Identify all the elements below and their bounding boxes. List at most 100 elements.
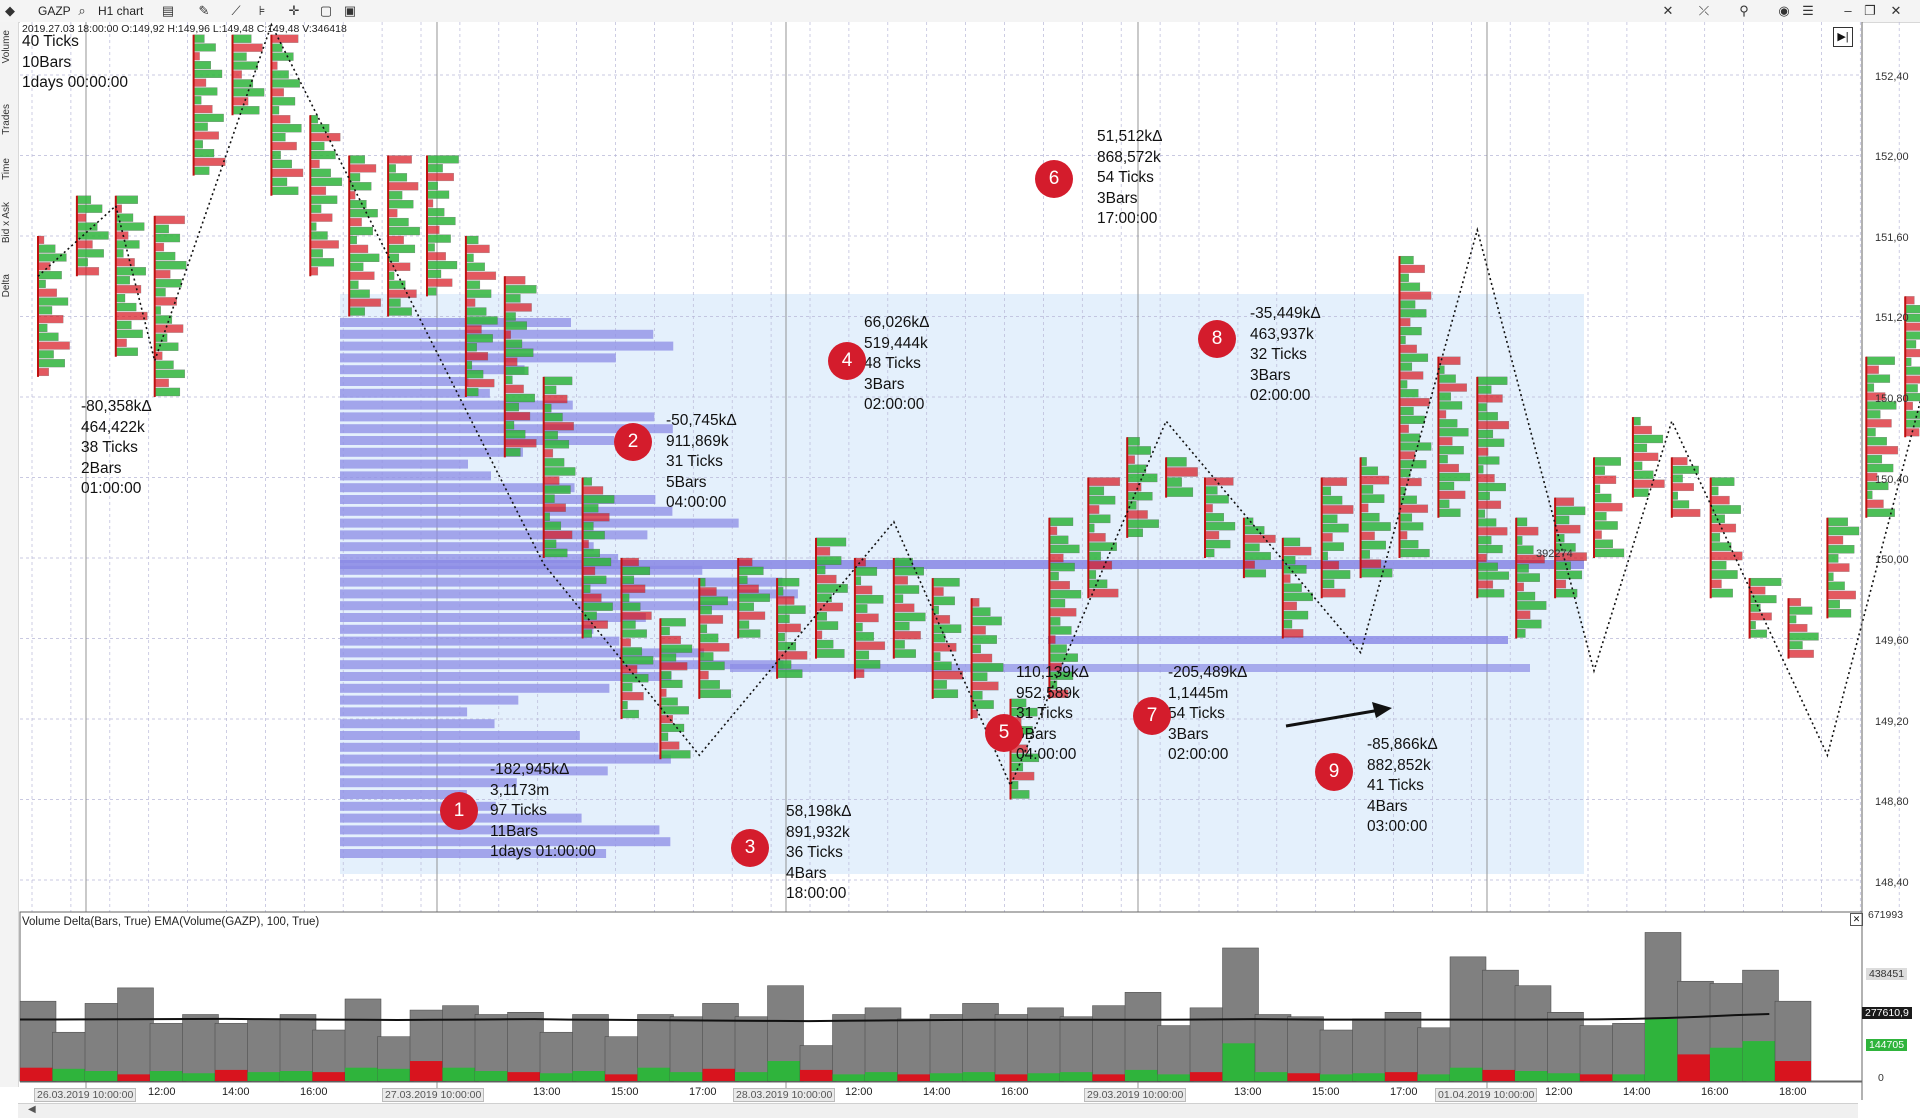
volume-bar [604, 1036, 642, 1082]
footprint-cell [465, 271, 497, 280]
footprint-cell [699, 624, 708, 634]
minimize-icon[interactable]: – [1844, 3, 1852, 18]
footprint-cell [1827, 554, 1839, 563]
chart-type-dropdown[interactable]: H1 chart [98, 4, 144, 18]
volume-profile-bar [340, 719, 495, 729]
pencil-icon[interactable]: ✎ [198, 3, 210, 18]
camera-icon[interactable]: ◉ [1778, 3, 1790, 18]
footprint-cell [504, 411, 531, 421]
annotation-line: 54 Ticks [1097, 169, 1154, 186]
footprint-cell [660, 750, 691, 759]
footprint-cell [854, 622, 863, 632]
menu-icon[interactable]: ☰ [1802, 3, 1814, 18]
display-settings-icon[interactable]: ▤ [161, 3, 175, 18]
volume-profile-bar [340, 742, 659, 752]
annotation-line: 4Bars [786, 864, 827, 882]
volume-profile-bar [340, 801, 496, 811]
annotation-line: 2Bars [81, 459, 122, 477]
footprint-cell [699, 587, 717, 596]
footprint-cell [1905, 349, 1920, 358]
volume-profile-bar [340, 837, 671, 847]
footprint-cell [115, 258, 135, 267]
horizontal-scrollbar[interactable]: ◀ [18, 1103, 1858, 1118]
footprint-cell [504, 303, 532, 312]
ema-line [20, 1013, 1770, 1023]
footprint-cell [1710, 505, 1741, 514]
footprint-cell [1399, 327, 1422, 336]
price-tick: 151,20 [1875, 312, 1909, 324]
template-icon[interactable]: ▣ [343, 3, 357, 18]
footprint-cell [1516, 629, 1526, 638]
footprint-cell [426, 172, 454, 182]
scroll-left-icon[interactable]: ◀ [28, 1104, 36, 1115]
indicators-icon[interactable]: ⊧ [258, 3, 266, 18]
jump-to-end-icon[interactable]: ▶| [1833, 27, 1853, 47]
symbol-label[interactable]: GAZP [38, 4, 71, 18]
footprint-cell [465, 343, 477, 352]
footprint-cell [582, 486, 604, 495]
footprint-cell [582, 531, 605, 540]
volume-profile-bar [340, 731, 580, 740]
tools-icon[interactable]: ✕ [1662, 3, 1674, 18]
delta-bar [1710, 1047, 1746, 1081]
footprint-cell [543, 548, 568, 558]
annotation-line: 5Bars [666, 473, 707, 491]
footprint-cell [1360, 550, 1370, 559]
close-subchart-icon[interactable]: ✕ [1850, 913, 1863, 926]
volume-bar [864, 1007, 902, 1082]
footprint-cell [1866, 365, 1879, 374]
marker-5: 5 [985, 714, 1023, 752]
footprint-cell [1477, 429, 1494, 439]
footprint-cell [543, 530, 573, 540]
footprint-cell [1710, 486, 1719, 496]
footprint-cell [1438, 446, 1464, 455]
footprint-cell [465, 352, 489, 361]
footprint-cell [1905, 331, 1920, 340]
footprint-cell [971, 644, 981, 654]
app-logo-icon[interactable]: ◆ [5, 3, 15, 18]
footprint-cell [37, 262, 51, 271]
footprint-cell [1321, 570, 1351, 579]
crosshair-icon[interactable]: ✛ [288, 3, 300, 18]
subchart-title: Volume Delta(Bars, True) EMA(Volume(GAZP… [22, 916, 320, 928]
footprint-cell [1399, 469, 1411, 478]
footprint-cell [1593, 512, 1607, 521]
volume-profile-bar [340, 825, 660, 835]
footprint-cell [1165, 467, 1198, 477]
price-tick: 150,00 [1875, 554, 1909, 566]
close-icon[interactable]: ✕ [1890, 3, 1902, 18]
lines-icon[interactable]: ⤫ [1698, 3, 1710, 18]
footprint-cell [1632, 461, 1643, 470]
delta-bar [475, 1071, 511, 1081]
footprint-cell [1866, 428, 1876, 437]
footprint-cell [738, 602, 754, 611]
delta-bar [345, 1067, 381, 1081]
line-chart-icon[interactable]: ⟋ [231, 3, 241, 18]
annotation-line: 02:00:00 [1168, 746, 1229, 763]
footprint-cell [621, 575, 635, 584]
footprint-cell [1321, 514, 1338, 524]
footprint-cell [1399, 371, 1424, 380]
volume-bar [1352, 1018, 1389, 1082]
footprint-cell [349, 209, 378, 218]
footprint-cell [504, 357, 518, 366]
annotation-line: 1,1445m [1168, 684, 1229, 702]
footprint-cell [660, 635, 681, 644]
restore-icon[interactable]: ❐ [1864, 3, 1876, 18]
volume-bar [1059, 1016, 1097, 1082]
window-icon[interactable]: ▢ [319, 3, 333, 18]
footprint-cell [1204, 539, 1231, 549]
footprint-cell [232, 61, 258, 70]
footprint-cell [1593, 521, 1618, 530]
footprint-cell [271, 115, 291, 124]
search-icon[interactable]: ⌕ [78, 3, 86, 18]
footprint-cell [1321, 588, 1346, 598]
poc-bar [340, 560, 1584, 569]
footprint-cell [1399, 380, 1408, 389]
date-tick: 01.04.2019 10:00:00 [1435, 1088, 1538, 1102]
link-icon[interactable]: ⚲ [1739, 3, 1749, 18]
footprint-cell [1593, 493, 1612, 503]
footprint-cell [854, 650, 870, 660]
footprint-cell [426, 234, 451, 243]
